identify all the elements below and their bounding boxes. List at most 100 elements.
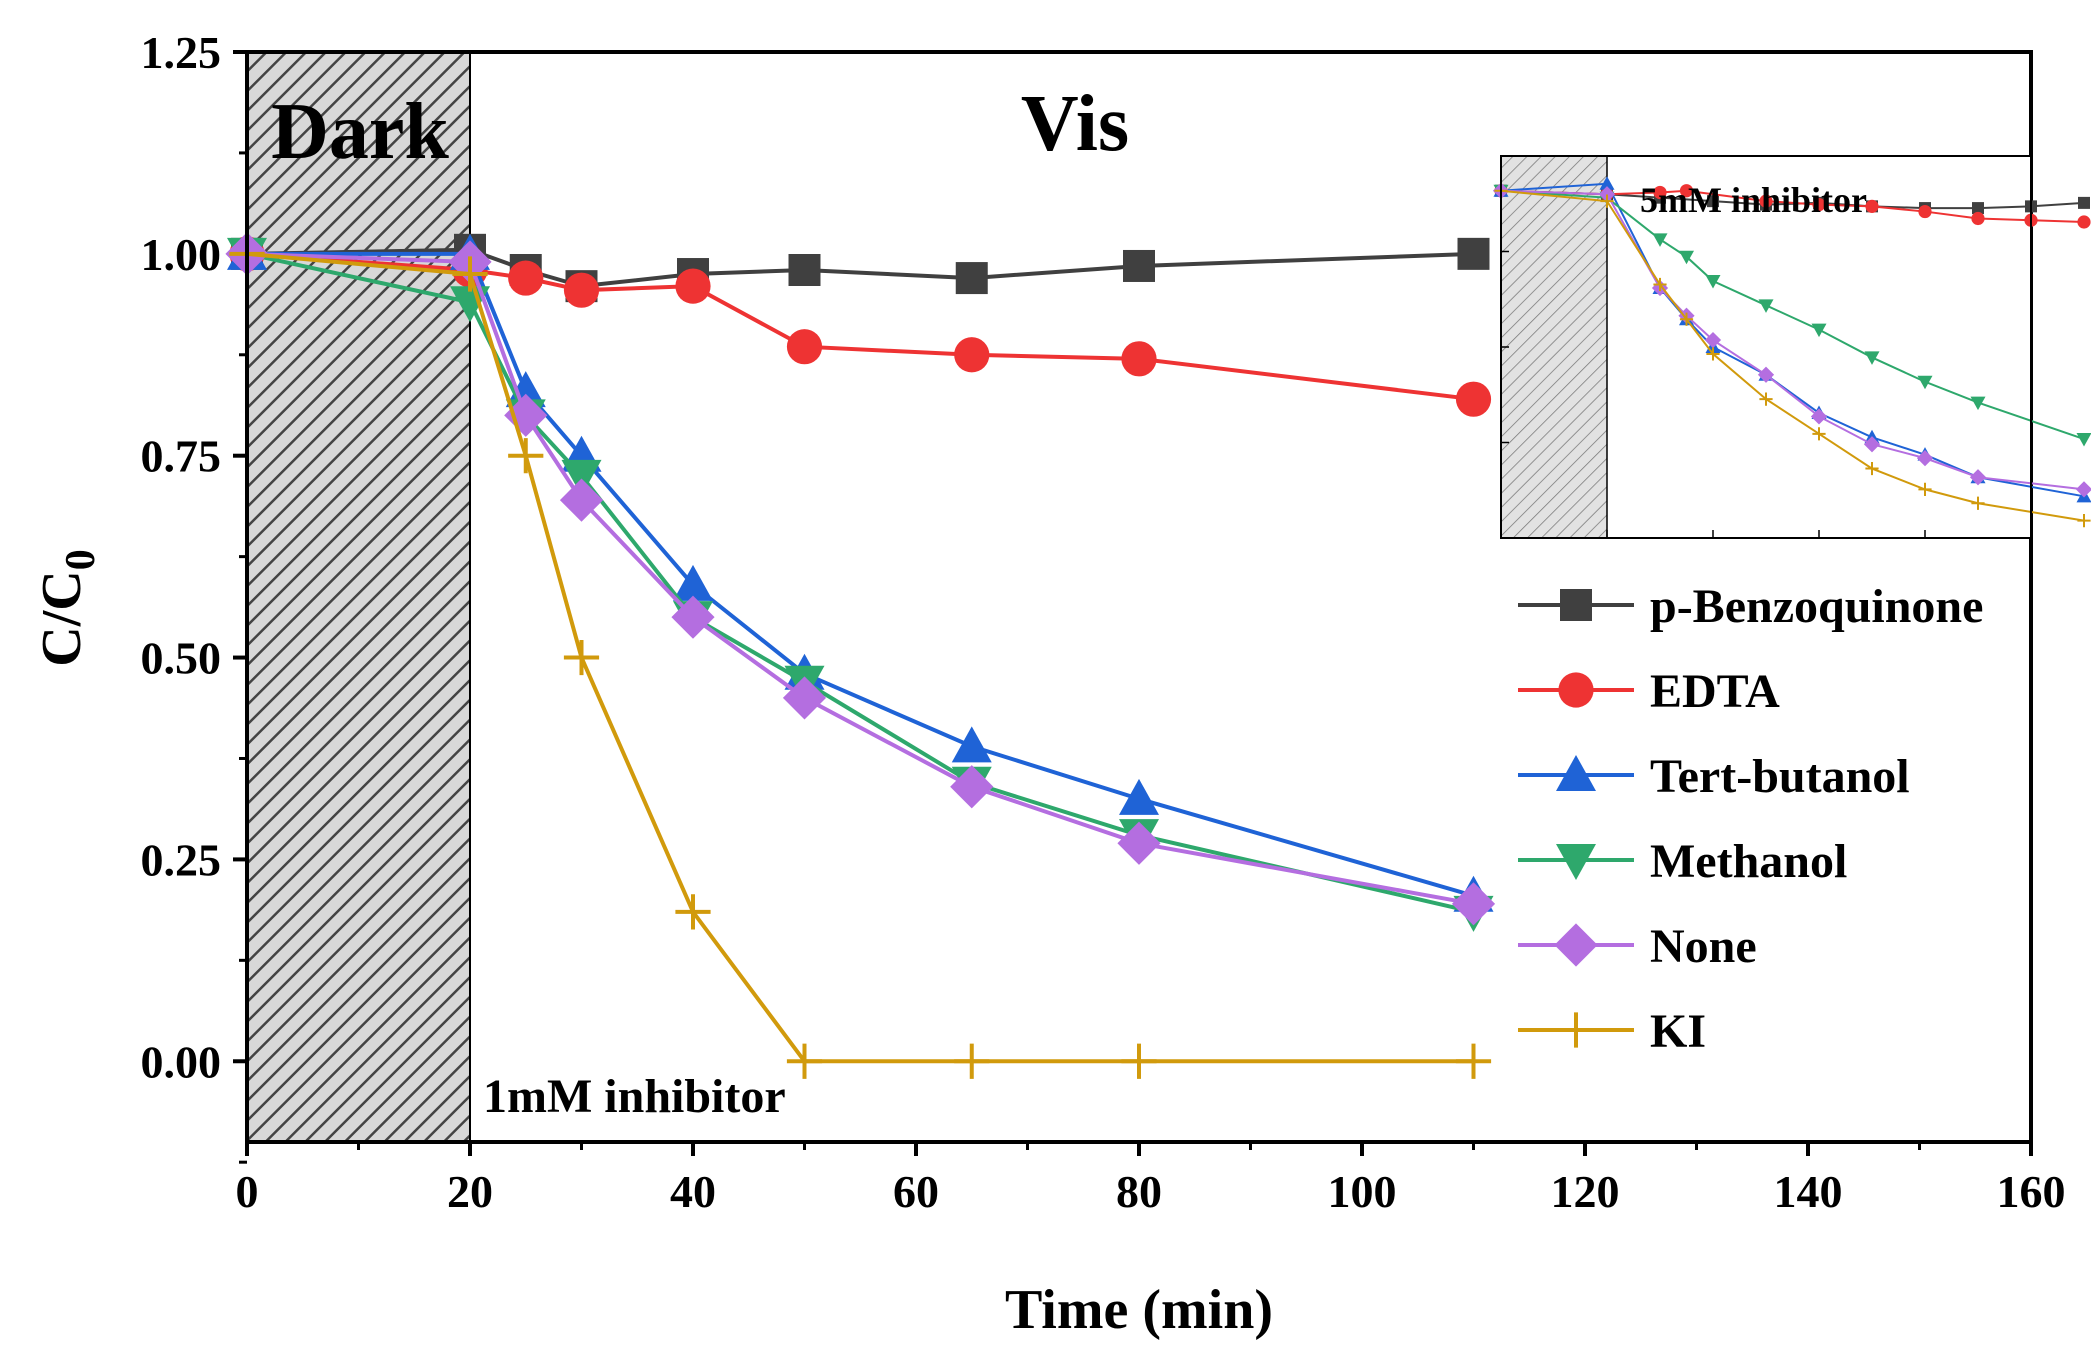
inset-point-methanol [1864,351,1880,365]
plot-frame [245,50,2033,1144]
inset-point-edta [1679,184,1694,198]
legend: p-Benzoquinone EDTA Tert-butanol Methanol No… [1518,580,1983,1058]
inset-point-tert-butanol [1599,176,1615,190]
inset-point-none [2075,481,2091,498]
data-point-p-benzoquinone [1457,237,1490,270]
inset-point-ki [1971,496,1985,510]
x-tick-label: 120 [1551,1166,1620,1217]
y-axis-label-subscript: 0 [58,549,104,570]
inset-series-group [1492,176,2091,528]
data-point-tert-butanol [1119,778,1159,815]
legend-label: KI [1650,1005,1706,1058]
inset-point-ki [1600,194,1614,208]
legend-label: EDTA [1650,665,1780,718]
legend-marker-edta [1558,672,1594,708]
inset-point-ki [1865,461,1879,476]
y-tick-label: 0.50 [141,633,222,684]
y-axis-ticks: 0.00 0.25 0.50 0.75 1.00 1.25 [141,27,247,1164]
inset-point-none [1704,331,1722,349]
data-point-edta [508,260,544,296]
y-tick-label: 0.25 [141,834,222,885]
legend-label: Methanol [1650,835,1847,888]
inset-point-methanol [1758,299,1774,313]
data-point-none [671,595,715,639]
legend-marker-methanol [1556,844,1596,880]
y-tick-label: 0.00 [141,1036,222,1087]
data-point-edta [1455,381,1492,417]
data-point-methanol [561,459,602,496]
data-point-edta [675,268,711,304]
inset-point-ki [1706,347,1720,361]
inset-point-edta [1759,194,1773,208]
inset-point-none [1757,366,1775,383]
data-point-ki [1121,1043,1157,1079]
inset-point-ki [1812,427,1826,441]
inset-point-methanol [2076,433,2091,447]
inset-plot: 5mM inhibitor [1492,155,2091,539]
x-tick-label: 140 [1774,1166,1843,1217]
inset-point-edta [1865,199,1879,213]
x-tick-label: 60 [893,1166,939,1217]
x-tick-label: 40 [670,1166,716,1217]
inset-point-none [1598,186,1616,203]
legend-marker-p-benzoquinone [1560,589,1592,621]
data-point-ki [954,1043,990,1079]
inset-point-methanol [1811,323,1827,338]
inset-point-p-benzoquinone [1972,202,1984,215]
inset-point-p-benzoquinone [1707,195,1719,208]
inset-point-none [1916,450,1934,467]
inhibitor-annotation: 1mM inhibitor [483,1070,786,1123]
x-tick-label: 0 [236,1166,259,1217]
legend-item-methanol: Methanol [1518,835,1847,888]
legend-item-none: None [1518,920,1757,973]
inset-point-edta [1653,185,1667,200]
x-axis-ticks: 0 20 40 60 80 100 120 140 160 [236,1142,2066,1217]
data-point-edta [563,272,600,308]
x-tick-label: 80 [1116,1166,1162,1217]
data-point-tert-butanol [673,564,713,601]
data-point-none [950,765,994,809]
x-tick-label: 20 [447,1166,493,1217]
inset-point-methanol [1917,375,1933,390]
inset-point-none [1969,469,1987,486]
data-point-p-benzoquinone [1123,249,1155,282]
y-tick-label: 1.00 [141,229,222,280]
inset-title: 5mM inhibitor [1640,180,1867,220]
x-tick-label: 160 [1997,1166,2066,1217]
inset-frame [1500,155,2032,539]
inset-point-ki [2077,514,2091,528]
inset-point-none [1863,436,1881,453]
data-point-edta [786,329,823,365]
dark-region [247,52,470,1142]
legend-item-edta: EDTA [1518,665,1780,718]
legend-label: p-Benzoquinone [1650,580,1983,633]
x-axis-label: Time (min) [1005,1279,1273,1341]
legend-item-p-benzoquinone: p-Benzoquinone [1518,580,1983,633]
legend-marker-none [1554,923,1598,967]
data-point-ki [508,438,544,474]
data-point-p-benzoquinone [955,262,988,295]
data-point-tert-butanol [951,726,992,763]
main-plot: 0 20 40 60 80 100 120 140 160 0.00 0.25 0.50 0.75 1.… [31,27,2066,1341]
inset-point-ki [1679,312,1694,326]
inset-point-edta [2077,215,2091,229]
data-point-ki [1455,1043,1492,1079]
inset-point-ki [1653,277,1667,292]
data-point-ki [452,256,488,292]
vis-region-label: Vis [1021,80,1129,168]
data-point-edta [954,337,990,373]
data-point-ki [786,1043,823,1079]
y-tick-label: 0.75 [141,431,222,482]
inset-point-ki [1918,482,1932,496]
inset-point-methanol [1652,233,1668,247]
legend-label: Tert-butanol [1650,750,1910,803]
legend-item-tert-butanol: Tert-butanol [1518,750,1910,803]
inset-point-methanol [1705,275,1721,289]
y-axis-label: C/C0 [31,549,104,666]
data-point-p-benzoquinone [788,254,821,286]
series-ki [229,236,1492,1079]
inset-point-methanol [1970,396,1986,411]
legend-marker-tert-butanol [1556,755,1596,791]
inset-point-none [1810,408,1828,425]
main-series-group [225,232,1496,1079]
